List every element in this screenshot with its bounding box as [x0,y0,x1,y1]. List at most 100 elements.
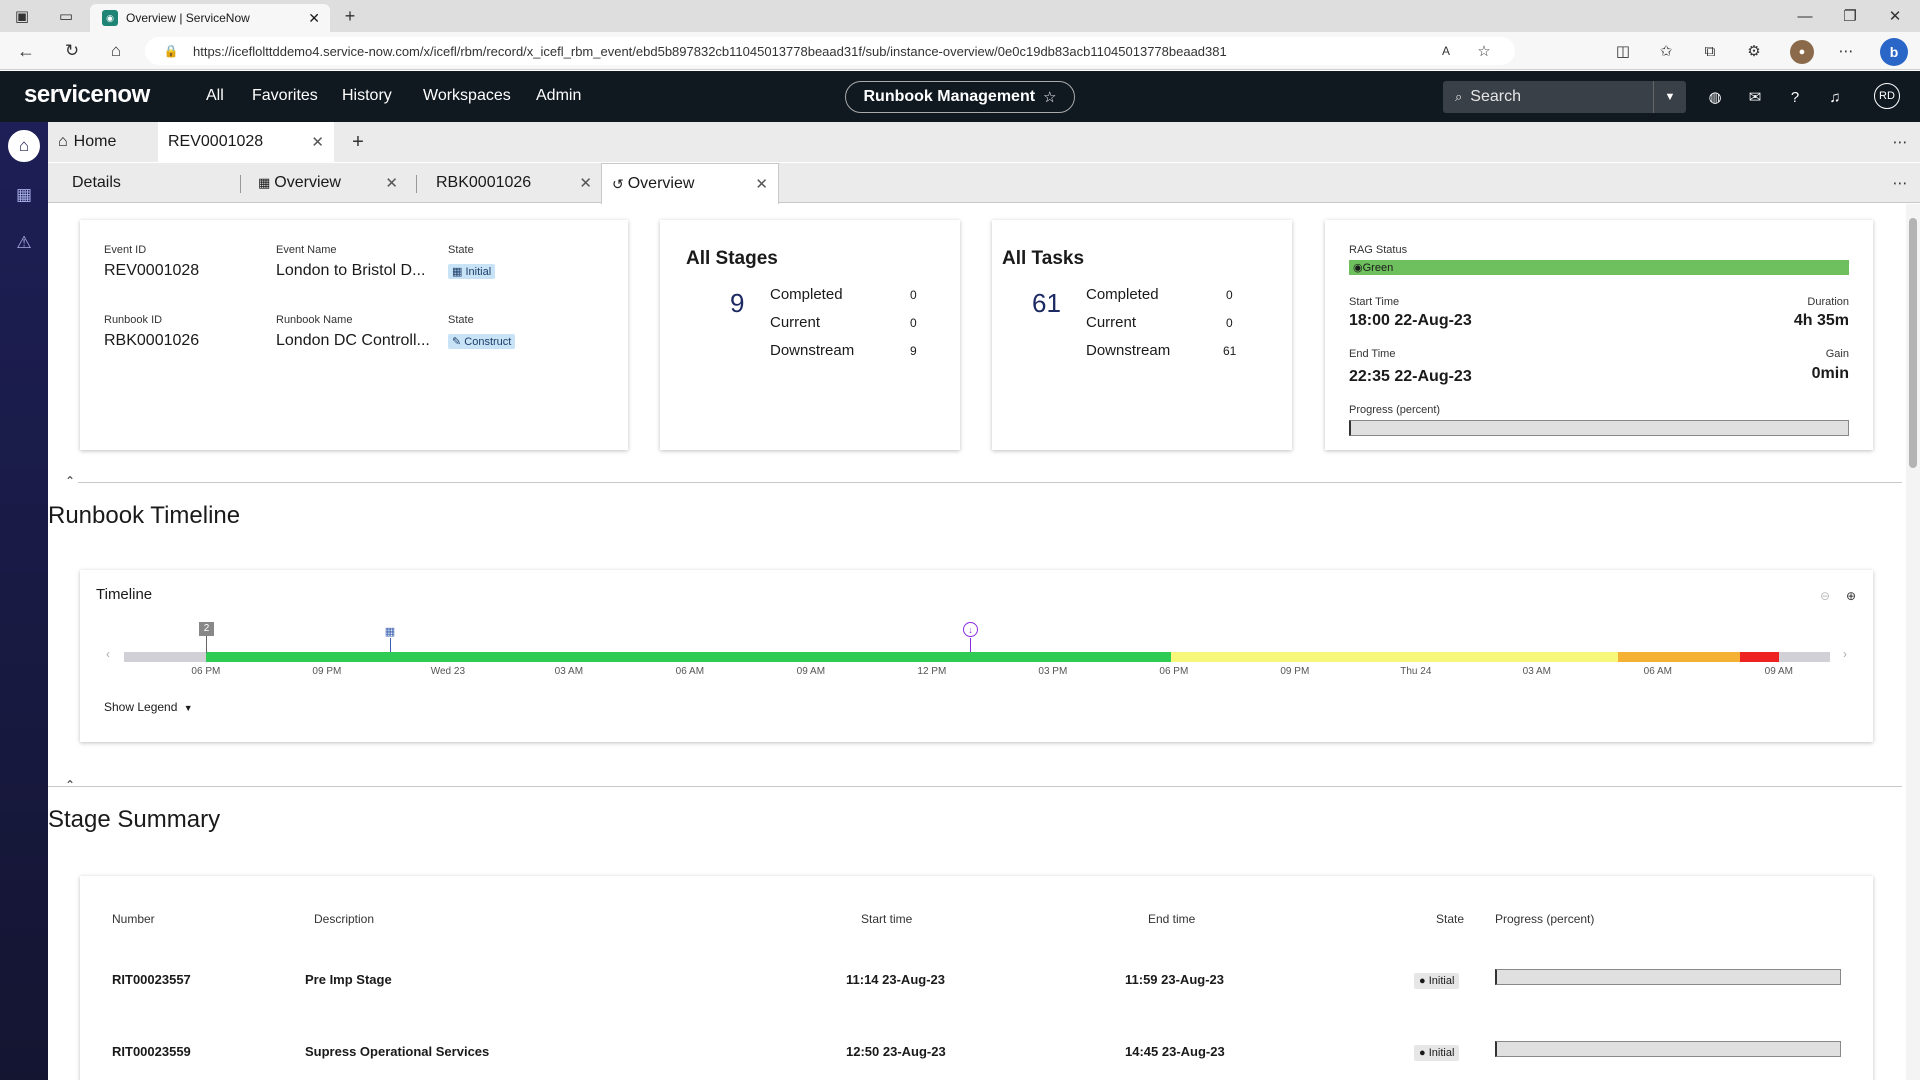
row-number[interactable]: RIT00023559 [112,1044,191,1059]
zoom-in-icon[interactable]: ⊕ [1845,589,1857,603]
nav-all[interactable]: All [206,87,224,104]
stages-current-label: Current [770,314,821,331]
user-avatar[interactable]: RD [1874,83,1900,109]
tab-home[interactable]: ⌂ Home [48,122,156,162]
column-header-number[interactable]: Number [112,912,155,926]
lock-icon[interactable]: 🔒 [163,44,179,58]
close-tab-icon[interactable]: ✕ [308,9,320,26]
row-state-text: Initial [1428,1047,1455,1059]
more-tabs-icon[interactable]: ⋯ [1892,134,1908,151]
subtab-details[interactable]: Details [62,163,242,203]
nav-history[interactable]: History [342,87,392,104]
restore-icon[interactable]: ❐ [1843,8,1857,25]
event-name-value[interactable]: London to Bristol D... [276,262,426,279]
more-menu-icon[interactable]: ⋯ [1838,43,1854,60]
timeline-tick-label: 06 PM [1159,666,1189,677]
more-subtabs-icon[interactable]: ⋯ [1892,175,1908,192]
end-time-value: 22:35 22-Aug-23 [1349,368,1472,385]
extension-icon[interactable]: ⚙ [1747,43,1761,60]
collections-icon[interactable]: ⧉ [1704,42,1716,60]
subtab-overview-2[interactable]: ↺ Overview ✕ [601,163,779,204]
timeline-next-icon[interactable]: › [1843,647,1847,661]
url-field[interactable]: 🔒 https://iceflolttddemo4.service-now.co… [145,37,1515,65]
timeline-segment-yellow [1171,652,1619,662]
read-aloud-icon[interactable]: A [1441,44,1450,58]
timeline-title: Timeline [96,586,153,603]
servicenow-logo[interactable]: servicenow [24,81,150,108]
global-search-input[interactable]: ⌕ Search [1443,81,1686,113]
nav-workspaces[interactable]: Workspaces [423,87,511,104]
workspaces-icon[interactable]: ▣ [14,8,30,25]
runbook-id-value[interactable]: RBK0001026 [104,332,200,349]
calendar-rail-icon[interactable]: ▦ [15,185,33,204]
subtab-details-label: Details [72,174,121,191]
runbook-name-value[interactable]: London DC Controll... [276,332,430,349]
runbook-state-text: Construct [464,336,512,348]
home-icon[interactable]: ⌂ [110,41,122,60]
stage-summary-card: Number Description Start time End time S… [80,876,1873,1080]
back-icon[interactable]: ← [17,40,35,61]
scrollbar-thumb[interactable] [1909,218,1917,468]
column-header-progress[interactable]: Progress (percent) [1495,912,1595,926]
show-legend-label: Show Legend [104,700,178,714]
new-tab-icon[interactable]: + [344,5,356,26]
app-pill-runbook-management[interactable]: Runbook Management ☆ [845,81,1075,113]
close-tab-icon[interactable]: ✕ [755,176,768,193]
close-tab-icon[interactable]: ✕ [579,175,592,192]
subtab-rbk[interactable]: RBK0001026 ✕ [426,163,602,203]
column-header-end-time[interactable]: End time [1148,912,1196,926]
sub-tabs: Details ▦ Overview ✕ RBK0001026 ✕ ↺ Over… [48,163,1920,204]
timeline-tick-label: 06 AM [675,666,705,677]
stages-completed-label: Completed [770,286,843,303]
tab-record-label: REV0001028 [168,133,264,150]
cluster-count-badge[interactable]: 2 [199,622,214,636]
favorites-icon[interactable]: ✩ [1659,43,1673,60]
event-state-label: State [448,244,474,256]
home-rail-icon[interactable]: ⌂ [8,130,40,162]
globe-icon[interactable]: ◍ [1708,89,1722,106]
tasks-completed-value: 0 [1226,288,1233,302]
chat-icon[interactable]: ✉ [1748,89,1762,106]
collapse-stage-summary-icon[interactable]: ⌃ [64,778,76,792]
tab-actions-icon[interactable]: ▭ [58,8,74,25]
event-id-label: Event ID [104,244,147,256]
download-marker-icon[interactable]: ↓ [963,622,978,637]
help-icon[interactable]: ? [1790,88,1800,106]
show-legend-button[interactable]: Show Legend ▼ [104,700,193,714]
star-icon[interactable]: ☆ [1043,89,1057,106]
zoom-out-icon[interactable]: ⊖ [1819,589,1831,603]
split-screen-icon[interactable]: ◫ [1615,43,1631,60]
tab-divider [416,175,417,193]
timeline-segment-orange [1618,652,1740,662]
calendar-marker-icon[interactable]: ▦ [384,625,396,638]
timeline-prev-icon[interactable]: ‹ [106,647,110,661]
close-tab-icon[interactable]: ✕ [311,134,324,151]
column-header-description[interactable]: Description [314,912,375,926]
favorite-star-icon[interactable]: ☆ [1477,43,1491,60]
servicenow-favicon-icon: ◉ [102,10,118,26]
chevron-down-icon: ▼ [1664,91,1676,103]
minimize-icon[interactable]: — [1797,7,1813,25]
column-header-start-time[interactable]: Start time [861,912,913,926]
refresh-icon[interactable]: ↻ [64,41,80,60]
runbook-id-label: Runbook ID [104,314,163,326]
content-scrollbar[interactable] [1906,204,1920,1080]
collapse-timeline-icon[interactable]: ⌃ [64,474,76,488]
notification-bell-icon[interactable]: ♫ [1829,88,1841,106]
column-header-state[interactable]: State [1436,912,1465,926]
browser-tab[interactable]: ◉ Overview | ServiceNow ✕ [90,4,330,32]
nav-admin[interactable]: Admin [536,87,582,104]
nav-favorites[interactable]: Favorites [252,87,318,104]
profile-avatar-icon[interactable]: ● [1790,40,1814,64]
warning-rail-icon[interactable]: ⚠ [16,233,32,252]
event-id-value[interactable]: REV0001028 [104,262,200,279]
subtab-overview-1[interactable]: ▦ Overview ✕ [248,163,408,203]
add-tab-icon[interactable]: + [352,130,364,153]
row-number[interactable]: RIT00023557 [112,972,191,987]
tab-record[interactable]: REV0001028 ✕ [158,122,334,162]
bing-icon[interactable]: b [1880,38,1908,66]
search-scope-dropdown[interactable]: ▼ [1653,81,1686,113]
close-tab-icon[interactable]: ✕ [385,175,398,192]
tasks-current-label: Current [1086,314,1137,331]
close-window-icon[interactable]: ✕ [1888,8,1902,25]
